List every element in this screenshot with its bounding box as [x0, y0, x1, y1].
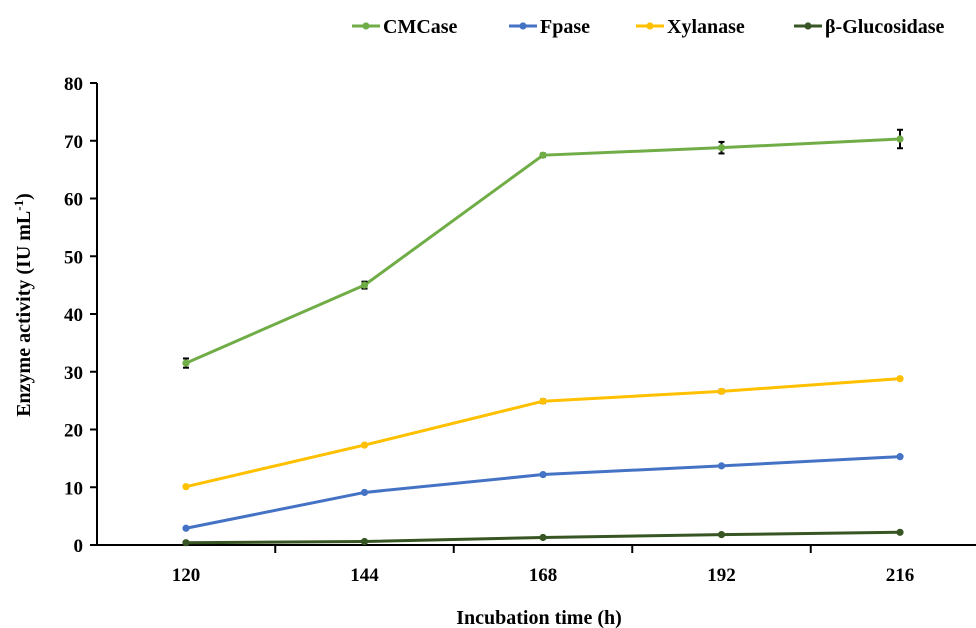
series-line-fpase [185, 455, 901, 530]
y-tick-label: 70 [64, 132, 83, 153]
data-point-fpase [182, 524, 190, 532]
series-cmcase [182, 128, 904, 369]
data-point-xylanase [360, 441, 369, 449]
series-glucosidase [182, 528, 904, 547]
legend: CMCase Fpase Xylanase β-Glucosidase [352, 16, 945, 38]
series-line-cmcase [185, 137, 901, 365]
x-tick-label: 120 [172, 565, 201, 586]
y-axis: 0 10 20 30 40 50 60 70 80 [64, 74, 98, 557]
legend-label: β-Glucosidase [825, 16, 945, 38]
y-tick-label: 20 [64, 421, 83, 442]
legend-label: Xylanase [667, 16, 745, 38]
x-axis: 120 144 168 192 216 [97, 544, 976, 586]
y-axis-title-superscript: -1 [11, 200, 26, 211]
y-tick-label: 30 [64, 363, 83, 384]
series-layer [182, 128, 904, 547]
data-point-cmcase [896, 135, 904, 143]
y-tick-label: 50 [64, 247, 83, 268]
data-point-xylanase [182, 483, 190, 491]
x-tick-label: 168 [529, 565, 558, 586]
x-tick-label: 192 [707, 565, 736, 586]
x-axis-title: Incubation time (h) [456, 607, 622, 628]
data-point-fpase [717, 462, 726, 470]
legend-item-cmcase: CMCase [352, 16, 458, 38]
y-tick-label: 40 [64, 305, 83, 326]
data-point-glucosidase [360, 537, 369, 546]
legend-marker [362, 22, 370, 30]
data-point-xylanase [539, 397, 547, 405]
y-tick-label: 10 [64, 478, 83, 499]
series-line-xylanase [185, 377, 901, 489]
x-tick-label: 216 [886, 565, 915, 586]
y-tick-label: 60 [64, 190, 83, 211]
data-point-xylanase [717, 387, 726, 395]
series-fpase [182, 453, 904, 532]
data-point-fpase [896, 453, 904, 461]
data-point-cmcase [717, 144, 726, 152]
y-axis-title-main: Enzyme activity (IU mL [13, 211, 35, 417]
legend-item-xylanase: Xylanase [636, 16, 745, 38]
data-point-glucosidase [717, 531, 726, 539]
legend-label: Fpase [540, 16, 590, 38]
legend-label: CMCase [383, 16, 458, 38]
x-tick-label: 144 [350, 565, 379, 586]
legend-marker [519, 22, 527, 30]
y-tick-label: 80 [64, 74, 83, 95]
data-point-cmcase [182, 359, 190, 367]
legend-marker [804, 22, 812, 30]
data-point-xylanase [896, 375, 904, 383]
y-tick-label: 0 [74, 536, 84, 557]
data-point-glucosidase [539, 533, 547, 542]
data-point-cmcase [360, 281, 369, 289]
y-axis-title-close: ) [13, 193, 35, 200]
legend-item-fpase: Fpase [509, 16, 590, 38]
data-point-fpase [539, 470, 547, 479]
series-xylanase [182, 375, 904, 491]
data-point-glucosidase [182, 539, 190, 547]
legend-item-glucosidase: β-Glucosidase [794, 16, 945, 38]
y-axis-title: Enzyme activity (IU mL-1) [11, 193, 36, 417]
data-point-glucosidase [896, 528, 904, 536]
data-point-fpase [360, 488, 369, 497]
legend-marker [646, 22, 654, 30]
data-point-cmcase [539, 151, 547, 159]
